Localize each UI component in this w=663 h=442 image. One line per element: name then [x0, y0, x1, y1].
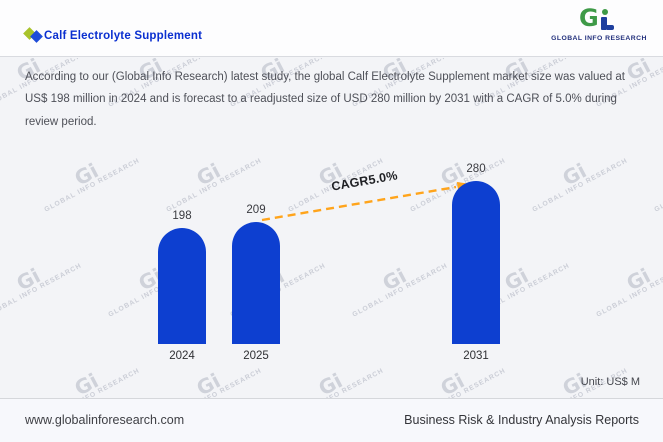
footer-tagline: Business Risk & Industry Analysis Report… — [404, 413, 639, 427]
bar-value-2031: 280 — [466, 163, 486, 175]
cagr-trend-arrow — [261, 182, 471, 222]
header-bar: Calf Electrolyte Supplement G GLOBAL INF… — [0, 0, 663, 57]
x-tick-2031: 2031 — [463, 350, 489, 362]
chart-body: Gi GLOBAL INFO RESEARCH Gi GLOBAL INFO RESE… — [0, 58, 663, 398]
unit-label: Unit: US$ M — [580, 376, 640, 388]
x-tick-2024: 2024 — [169, 350, 195, 362]
bar-2024 — [158, 228, 206, 344]
bar-value-2024: 198 — [172, 210, 192, 222]
page-title: Calf Electrolyte Supplement — [44, 30, 203, 42]
cagr-label: CAGR5.0% — [330, 168, 399, 194]
bar-2031 — [452, 181, 500, 344]
title-bullet-icon — [23, 27, 46, 43]
summary-text: According to our (Global Info Research) … — [25, 71, 625, 128]
footer-website: www.globalinforesearch.com — [25, 413, 185, 427]
gi-logo-icon: G — [579, 4, 619, 32]
company-logo-name: GLOBAL INFO RESEARCH — [551, 35, 647, 42]
x-tick-2025: 2025 — [243, 350, 269, 362]
company-logo: G GLOBAL INFO RESEARCH — [549, 4, 649, 48]
bar-chart: CAGR5.0% 198 209 280 2024 2025 2031 Unit… — [0, 58, 663, 398]
bar-value-2025: 209 — [246, 204, 266, 216]
bar-2025 — [232, 222, 280, 344]
footer-bar: www.globalinforesearch.com Business Risk… — [0, 398, 663, 442]
